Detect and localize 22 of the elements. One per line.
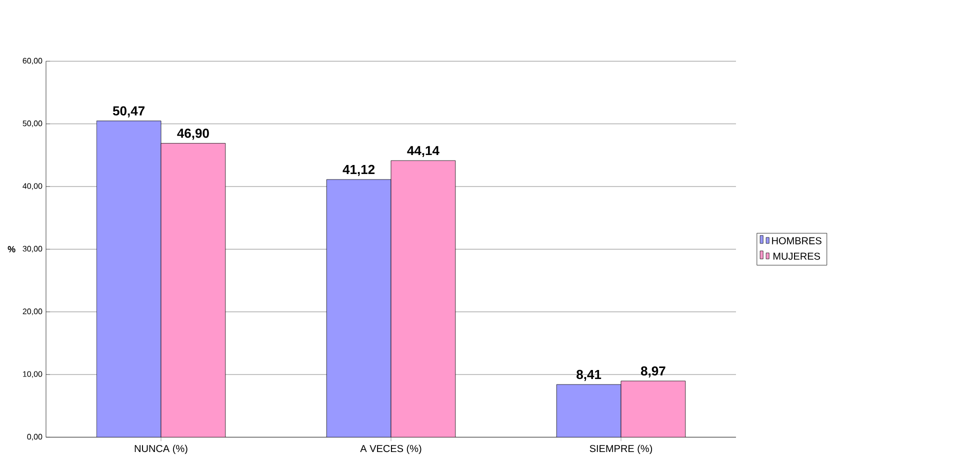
y-tick-label: 30,00: [22, 246, 42, 252]
y-tick-label: 50,00: [22, 120, 42, 127]
x-tick-label: NUNCA (%): [134, 444, 188, 454]
y-tick-label: 20,00: [22, 308, 42, 315]
x-tick-label: A VECES (%): [360, 444, 422, 454]
y-tick-label: 60,00: [22, 58, 42, 64]
y-axis-title: %: [8, 246, 16, 252]
data-label: 8,41: [576, 370, 602, 381]
bar: [620, 380, 686, 438]
data-label: 46,90: [177, 128, 209, 140]
y-tick-label: 10,00: [23, 371, 42, 378]
legend-label: MUJERES: [774, 252, 820, 260]
data-label: 41,12: [342, 164, 375, 176]
bar: [161, 143, 226, 438]
data-label: 8,97: [640, 366, 666, 378]
data-label: 50,47: [112, 106, 144, 118]
data-label: 44,14: [407, 146, 440, 157]
legend-label: HOMBRES: [772, 237, 822, 244]
x-tick-label: SIEMPRE (%): [590, 444, 652, 454]
bar: [391, 160, 456, 438]
y-tick-label: 40,00: [22, 183, 42, 190]
y-tick-label: 0,00: [27, 434, 42, 440]
